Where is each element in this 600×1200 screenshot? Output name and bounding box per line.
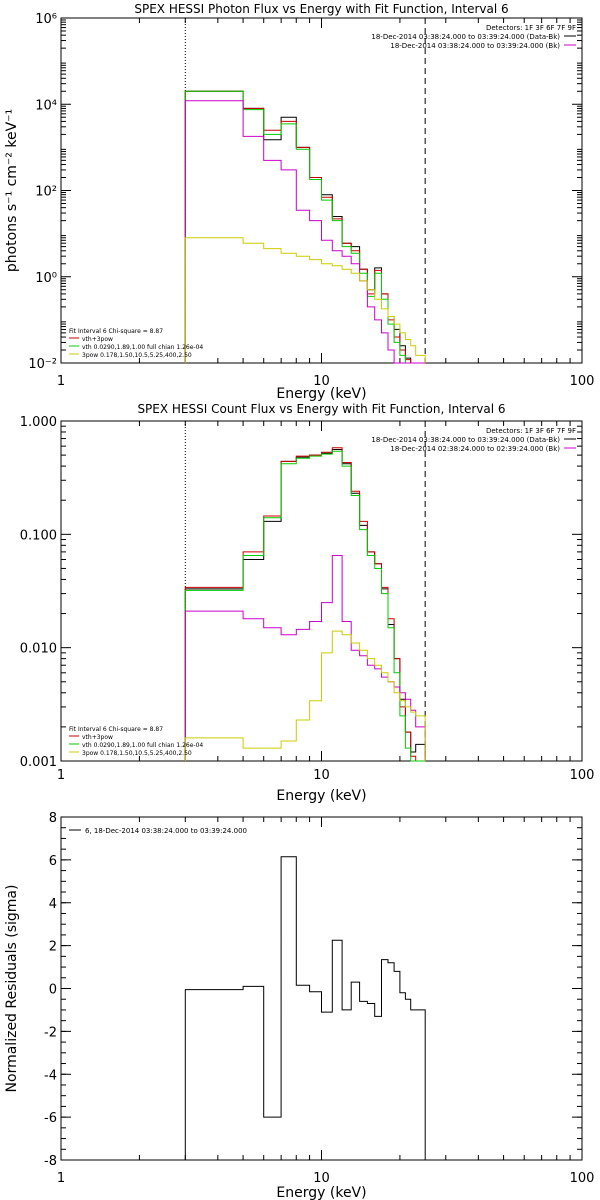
y-axis-label: photons s⁻¹ cm⁻² keV⁻¹ [4,109,20,272]
y-tick-label: -4 [44,1068,57,1083]
fit-info-line: vth+3pow [82,734,113,741]
series-bk [184,555,426,761]
chart-title: SPEX HESSI Photon Flux vs Energy with Fi… [134,2,508,16]
legend-entry: 18-Dec-2014 02:38:24.000 to 02:39:24.000… [390,445,560,453]
fit-info-line: vth 0.0290,1.89,1.00 full chian 1.26e-04 [82,742,203,749]
x-tick-label: 1 [57,374,65,389]
series-vth [184,450,426,762]
y-tick-label: 6 [49,854,57,869]
series-3pow [184,630,426,761]
photon-flux-panel: SPEX HESSI Photon Flux vs Energy with Fi… [4,2,594,402]
y-tick-label: 10² [35,185,57,200]
series-vth [184,90,426,364]
y-tick-label: 8 [49,811,57,826]
y-tick-label: 10⁶ [35,12,57,27]
x-tick-label: 100 [570,1171,595,1186]
x-axis-label: Energy (keV) [276,788,366,804]
y-tick-label: -2 [44,1025,57,1040]
series-3pow [184,237,426,363]
y-tick-label: 10⁻² [28,357,57,372]
legend-entry: 18-Dec-2014 03:38:24.000 to 03:39:24.000… [390,42,560,50]
y-tick-label: 2 [49,940,57,955]
series-data-bk [184,90,426,364]
x-tick-label: 100 [570,768,595,783]
x-tick-label: 10 [313,374,330,389]
fit-info-line: 3pow 0.178,1.50,10.5,5.25,400,2.50 [82,750,192,757]
fit-info-line: 3pow 0.178,1.50,10.5,5.25,400,2.50 [82,352,192,359]
x-tick-label: 10 [313,1171,330,1186]
y-axis-label: Normalized Residuals (sigma) [4,885,20,1093]
series-vth-3pow [184,447,426,762]
x-tick-label: 100 [570,374,595,389]
series-residuals [184,856,426,1160]
y-tick-label: 10⁴ [35,98,57,113]
legend-entry: 18-Dec-2014 03:38:24.000 to 03:39:24.000… [371,436,560,444]
y-tick-label: 4 [49,897,57,912]
y-tick-label: 0.010 [20,642,57,657]
chart-title: SPEX HESSI Count Flux vs Energy with Fit… [137,402,505,416]
series-vth-3pow [184,90,426,364]
fit-info-line: Fit Interval 6 Chi-square = 8.87 [69,726,163,733]
legend-entry: 6, 18-Dec-2014 03:38:24.000 to 03:39:24.… [85,827,247,835]
y-tick-label: -8 [44,1154,57,1169]
x-tick-label: 1 [57,1171,65,1186]
y-tick-label: 0.100 [20,528,57,543]
legend-header: Detectors: 1F 3F 6F 7F 9F [486,427,576,435]
legend-header: Detectors: 1F 3F 6F 7F 9F [486,24,576,32]
fit-info-line: Fit Interval 6 Chi-square = 8.87 [69,328,163,335]
fit-info-line: vth+3pow [82,336,113,343]
y-tick-label: 1.000 [20,415,57,430]
series-bk [184,100,426,364]
x-axis-label: Energy (keV) [276,1185,366,1200]
series-data-bk [184,449,426,761]
residuals-panel: 1 10 100 -8 -6 -4 -2 0 2 4 6 8 Energy (keV) Normalize… [4,811,594,1200]
y-tick-label: 0.001 [20,755,57,770]
x-tick-label: 1 [57,768,65,783]
plot-frame [60,816,583,1161]
plot-frame [60,420,583,762]
y-tick-label: -6 [44,1111,57,1126]
legend-entry: 18-Dec-2014 03:38:24.000 to 03:39:24.000… [371,33,560,41]
count-flux-panel: SPEX HESSI Count Flux vs Energy with Fit… [20,402,595,804]
y-tick-label: 0 [49,983,57,998]
y-tick-label: 10⁰ [35,271,57,286]
x-tick-label: 10 [313,768,330,783]
x-axis-label: Energy (keV) [276,386,366,402]
fit-info-line: vth 0.0290,1.89,1.00 full chian 1.26e-04 [82,344,203,351]
